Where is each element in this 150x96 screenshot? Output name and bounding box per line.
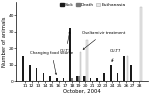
Bar [29, 65, 31, 81]
Bar [117, 73, 118, 81]
Bar [110, 65, 112, 81]
Bar [76, 76, 78, 81]
Bar [49, 76, 51, 81]
Bar [71, 78, 73, 81]
Bar [127, 56, 128, 81]
Bar [140, 7, 142, 81]
Legend: Sick, Death, Euthanasia: Sick, Death, Euthanasia [60, 3, 126, 8]
Bar [36, 68, 38, 81]
Bar [130, 65, 132, 81]
Bar [56, 78, 58, 81]
Bar [96, 78, 98, 81]
Bar [80, 52, 81, 81]
Bar [43, 73, 44, 81]
Bar [78, 76, 80, 81]
Bar [22, 56, 24, 81]
Bar [86, 40, 88, 81]
X-axis label: October, 2004: October, 2004 [63, 89, 101, 94]
Bar [85, 76, 86, 81]
Bar [69, 28, 71, 81]
Bar [63, 78, 64, 81]
Text: Changing food source: Changing food source [30, 51, 73, 74]
Text: CU-T3: CU-T3 [60, 32, 72, 53]
Text: Oseltamivir treatment: Oseltamivir treatment [82, 31, 125, 49]
Bar [83, 76, 85, 81]
Bar [123, 56, 125, 81]
Text: CU-T7: CU-T7 [110, 49, 122, 62]
Bar [103, 73, 105, 81]
Y-axis label: Number of animals: Number of animals [2, 16, 7, 67]
Bar [90, 78, 91, 81]
